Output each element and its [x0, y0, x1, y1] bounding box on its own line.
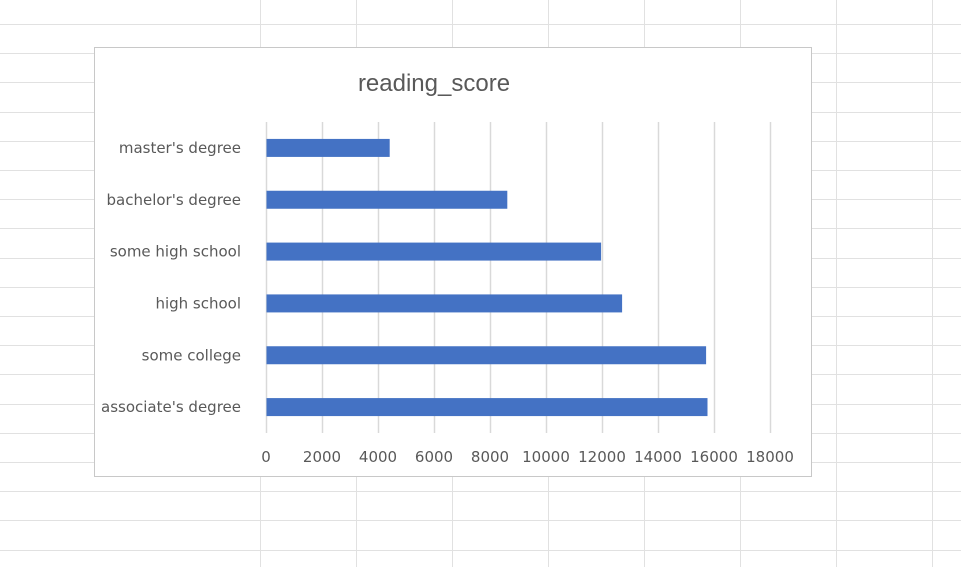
gridlines: [265, 122, 772, 433]
x-tick-label: 8000: [471, 448, 509, 466]
category-label: high school: [155, 294, 241, 312]
chart-area[interactable]: reading_score associate's degree some col…: [94, 47, 812, 477]
category-label: some high school: [110, 243, 241, 261]
category-label: some college: [142, 346, 241, 364]
x-tick-label: 6000: [415, 448, 453, 466]
bar: [266, 294, 623, 313]
category-label: master's degree: [119, 139, 241, 157]
bar: [266, 346, 707, 365]
x-tick-label: 12000: [578, 448, 626, 466]
bar-chart: reading_score associate's degree some col…: [101, 70, 794, 466]
category-label: bachelor's degree: [107, 191, 241, 209]
x-tick-label: 10000: [522, 448, 570, 466]
chart-title: reading_score: [358, 70, 510, 97]
bar: [266, 190, 508, 209]
x-tick-label: 16000: [690, 448, 738, 466]
x-axis-tick-labels: 0 2000 4000 6000 8000 10000 12000 14000 16000 180…: [261, 448, 794, 466]
bar: [266, 398, 708, 417]
x-tick-label: 0: [261, 448, 271, 466]
x-tick-label: 2000: [303, 448, 341, 466]
category-label: associate's degree: [101, 398, 241, 416]
category-labels: associate's degree some college high schoo…: [101, 139, 241, 416]
bar: [266, 242, 602, 261]
x-tick-label: 14000: [634, 448, 682, 466]
bar: [266, 138, 390, 157]
bars: [266, 138, 708, 417]
x-tick-label: 18000: [746, 448, 794, 466]
x-tick-label: 4000: [359, 448, 397, 466]
